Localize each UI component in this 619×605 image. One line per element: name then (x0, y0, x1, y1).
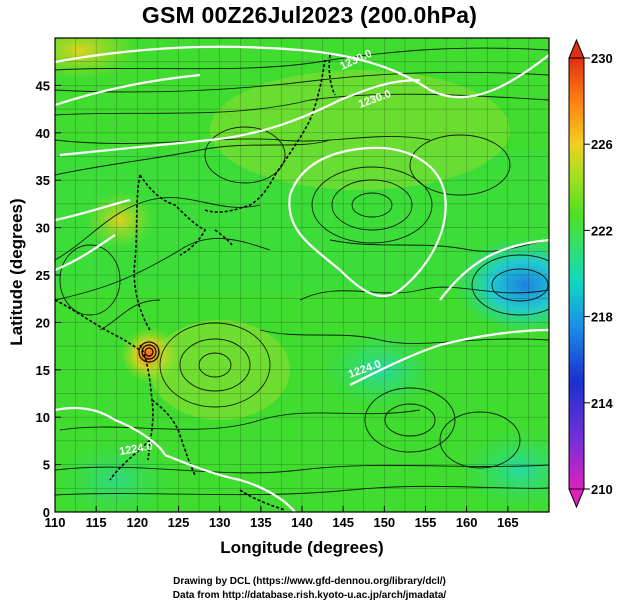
coastlines (55, 54, 336, 511)
colorbar-max-arrow (568, 38, 585, 59)
y-tick-label: 20 (36, 315, 50, 330)
y-tick-label: 30 (36, 221, 50, 236)
colorbar-tick-label: 210 (591, 482, 613, 497)
y-tick-label: 45 (36, 78, 50, 93)
colorbar-tick-label: 218 (591, 310, 613, 325)
x-tick-label: 120 (126, 515, 148, 530)
colorbar-gradient (568, 57, 585, 490)
warm-patch (85, 192, 155, 248)
y-tick-label: 15 (36, 363, 50, 378)
x-axis: 110 115 120 125 130 135 140 145 150 155 160 165 (45, 506, 519, 530)
y-axis: 0 5 10 15 20 25 30 35 40 45 (36, 78, 61, 520)
x-tick-label: 155 (415, 515, 437, 530)
x-tick-label: 110 (45, 515, 66, 530)
credit-line-2: Data from http://database.rish.kyoto-u.a… (172, 590, 447, 601)
colorbar-tick-label: 226 (591, 137, 613, 152)
x-tick-label: 160 (456, 515, 478, 530)
x-tick-label: 165 (497, 515, 519, 530)
y-tick-label: 5 (43, 458, 50, 473)
colorbar: 210 214 218 222 226 230 (568, 38, 613, 509)
y-tick-label: 40 (36, 126, 50, 141)
colorbar-min-arrow (568, 488, 585, 509)
grid-lines (55, 38, 549, 512)
colorbar-tick-label: 214 (591, 396, 613, 411)
colorbar-tick-label: 230 (591, 51, 613, 66)
x-tick-label: 150 (373, 515, 395, 530)
y-axis-label: Latitude (degrees) (7, 198, 26, 346)
y-tick-label: 25 (36, 268, 50, 283)
chart-title: GSM 00Z26Jul2023 (200.0hPa) (141, 2, 478, 28)
contour-label-4: 1224.0 (118, 440, 153, 458)
y-tick-label: 35 (36, 173, 50, 188)
y-tick-label: 10 (36, 410, 50, 425)
x-axis-label: Longitude (degrees) (220, 538, 384, 557)
warm-patch (55, 38, 140, 80)
plot-area: 1230.0 1230.0 1224.0 1224.0 (55, 38, 549, 512)
x-tick-label: 130 (209, 515, 231, 530)
x-tick-label: 145 (332, 515, 354, 530)
x-tick-label: 140 (291, 515, 313, 530)
y-tick-label: 0 (43, 505, 50, 520)
colorbar-tick-label: 222 (591, 223, 613, 238)
x-tick-label: 115 (86, 515, 107, 530)
height-contours (55, 45, 549, 512)
credit-line-1: Drawing by DCL (https://www.gfd-dennou.o… (173, 576, 446, 587)
x-tick-label: 135 (250, 515, 272, 530)
typhoon-vortex (138, 341, 160, 363)
x-tick-label: 125 (168, 515, 190, 530)
